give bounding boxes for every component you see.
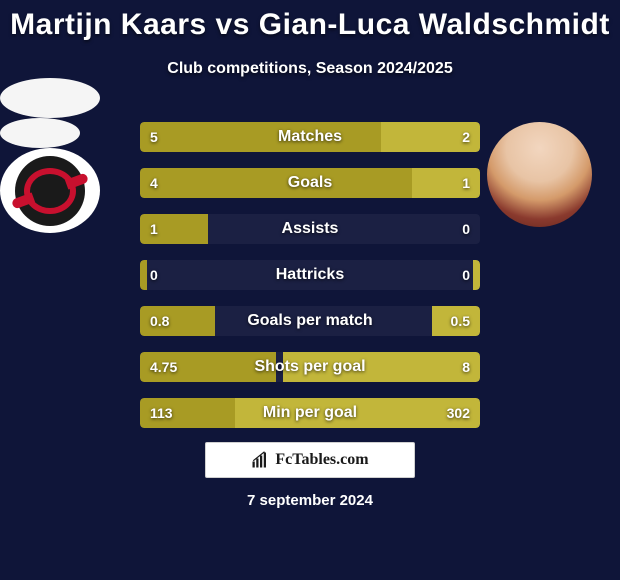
stat-row: 0.80.5Goals per match [140, 306, 480, 336]
stat-label: Matches [140, 122, 480, 152]
stat-row: 00Hattricks [140, 260, 480, 290]
stat-label: Goals [140, 168, 480, 198]
stat-row: 113302Min per goal [140, 398, 480, 428]
stat-row: 52Matches [140, 122, 480, 152]
club-right-logo [0, 148, 100, 233]
player-right-avatar [487, 122, 592, 227]
date-text: 7 september 2024 [0, 492, 620, 509]
comparison-subtitle: Club competitions, Season 2024/2025 [0, 60, 620, 78]
comparison-title: Martijn Kaars vs Gian-Luca Waldschmidt [0, 0, 620, 42]
branding-badge: FcTables.com [205, 442, 415, 478]
stat-label: Shots per goal [140, 352, 480, 382]
player-left-avatar [0, 78, 100, 118]
branding-text: FcTables.com [275, 451, 368, 469]
stat-row: 10Assists [140, 214, 480, 244]
stat-label: Min per goal [140, 398, 480, 428]
stat-label: Goals per match [140, 306, 480, 336]
stat-label: Assists [140, 214, 480, 244]
club-left-logo [0, 118, 80, 148]
stat-row: 4.758Shots per goal [140, 352, 480, 382]
comparison-bars: 52Matches 41Goals 10Assists 00Hattricks 0.80… [140, 122, 480, 444]
hurricane-logo-icon [15, 156, 85, 226]
stat-row: 41Goals [140, 168, 480, 198]
stat-label: Hattricks [140, 260, 480, 290]
fctables-logo-icon [251, 451, 269, 469]
